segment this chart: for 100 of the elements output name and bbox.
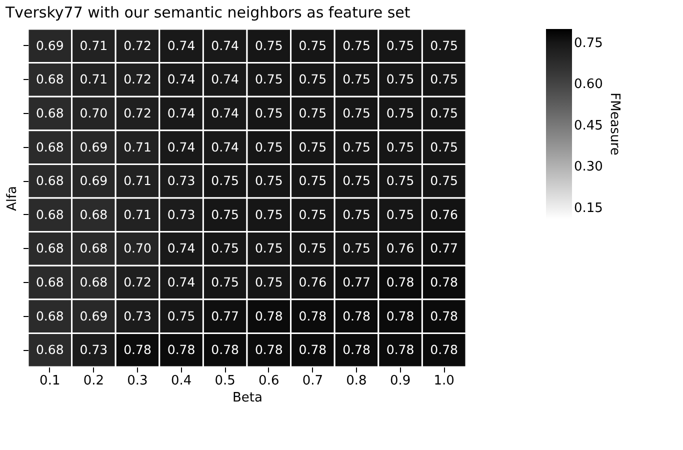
data-label: 0.75 [298, 106, 327, 120]
data-label: 0.71 [80, 38, 108, 53]
data-label: 0.77 [430, 240, 458, 256]
data-label: 0.69 [80, 308, 108, 324]
x-tick-label: 0.4 [170, 374, 192, 388]
data-label: 0.78 [211, 342, 240, 358]
data-label: 0.75 [430, 72, 458, 87]
data-label: 0.75 [386, 38, 414, 53]
data-label: 0.73 [80, 342, 108, 358]
data-label: 0.68 [36, 139, 64, 154]
data-label: 0.75 [254, 139, 283, 154]
data-label: 0.76 [430, 206, 458, 222]
data-label: 0.71 [124, 206, 152, 222]
color-bar-label: 0.30 [574, 160, 603, 175]
data-label: 0.78 [342, 308, 370, 324]
data-label: 0.68 [80, 206, 108, 222]
data-label: 0.78 [254, 308, 283, 324]
data-label: 0.68 [36, 240, 64, 256]
data-label: 0.73 [167, 206, 196, 222]
color-bar-label: 0.75 [574, 36, 603, 51]
data-label: 0.75 [298, 206, 327, 222]
data-label: 0.74 [167, 38, 196, 53]
data-label: 0.69 [80, 173, 108, 188]
data-label: 0.75 [386, 139, 414, 154]
x-tick-label: 1.0 [434, 374, 454, 388]
data-label: 0.75 [254, 206, 283, 222]
data-label: 0.68 [36, 308, 64, 324]
data-label: 0.74 [211, 72, 240, 87]
data-label: 0.75 [254, 240, 283, 256]
color-bar-label: 0.60 [574, 77, 603, 92]
x-tick-label: 0.5 [214, 374, 236, 388]
data-label: 0.74 [211, 38, 240, 53]
x-tick-label: 0.9 [390, 374, 411, 388]
data-label: 0.78 [124, 342, 152, 358]
data-label: 0.73 [167, 173, 196, 188]
data-label: 0.71 [124, 173, 152, 188]
color-bar-title: FMeasure [607, 92, 622, 156]
data-label: 0.78 [386, 274, 414, 290]
x-tick-label: 0.7 [302, 374, 324, 388]
data-label: 0.76 [386, 240, 414, 256]
data-label: 0.70 [80, 106, 108, 120]
data-label: 0.72 [124, 274, 152, 290]
data-label: 0.75 [254, 72, 283, 87]
data-label: 0.73 [124, 308, 152, 324]
x-tick-label: 0.6 [258, 374, 280, 388]
data-label: 0.78 [342, 342, 370, 358]
data-label: 0.75 [342, 206, 370, 222]
chart-title: Tversky77 with our semantic neighbors as feature set [4, 3, 410, 22]
data-label: 0.68 [80, 274, 108, 290]
data-label: 0.75 [386, 206, 414, 222]
data-label: 0.75 [342, 173, 370, 188]
data-label: 0.78 [386, 308, 414, 324]
data-label: 0.69 [36, 38, 64, 53]
data-label: 0.75 [254, 106, 283, 120]
data-label: 0.75 [386, 72, 414, 87]
data-label: 0.78 [430, 274, 458, 290]
data-label: 0.76 [298, 274, 327, 290]
data-label: 0.75 [211, 240, 240, 256]
data-label: 0.75 [254, 38, 283, 53]
data-label: 0.68 [36, 72, 64, 87]
data-label: 0.75 [211, 173, 240, 188]
data-label: 0.75 [298, 139, 327, 154]
data-label: 0.75 [298, 240, 327, 256]
data-label: 0.77 [342, 274, 370, 290]
data-label: 0.71 [80, 72, 108, 87]
data-label: 0.68 [36, 106, 64, 120]
data-label: 0.75 [211, 206, 240, 222]
x-axis-title: Beta [232, 390, 262, 406]
data-label: 0.68 [36, 274, 64, 290]
data-label: 0.75 [430, 139, 458, 154]
data-label: 0.75 [298, 38, 327, 53]
data-label: 0.75 [386, 173, 414, 188]
data-label: 0.68 [36, 206, 64, 222]
data-label: 0.75 [342, 139, 370, 154]
x-tick-label: 0.2 [83, 374, 104, 388]
data-label: 0.74 [167, 139, 196, 154]
data-label: 0.72 [124, 38, 152, 53]
data-label: 0.70 [124, 240, 152, 256]
data-label: 0.75 [167, 308, 196, 324]
data-label: 0.75 [342, 72, 370, 87]
data-label: 0.75 [298, 173, 327, 188]
data-label: 0.69 [80, 139, 108, 154]
data-label: 0.68 [36, 173, 64, 188]
data-label: 0.68 [80, 240, 108, 256]
data-label: 0.71 [124, 139, 152, 154]
data-label: 0.75 [254, 173, 283, 188]
y-axis-title: Alfa [5, 186, 20, 212]
data-label: 0.68 [36, 342, 64, 358]
x-tick-label: 0.1 [40, 374, 60, 388]
x-tick-label: 0.3 [127, 374, 148, 388]
color-bar-label: 0.15 [574, 200, 603, 216]
data-label: 0.75 [342, 38, 370, 53]
data-label: 0.72 [124, 72, 152, 87]
data-label: 0.78 [430, 342, 458, 358]
data-label: 0.72 [124, 106, 152, 120]
data-label: 0.75 [342, 106, 370, 120]
data-label: 0.74 [167, 72, 196, 87]
data-label: 0.78 [298, 308, 327, 324]
data-label: 0.75 [430, 173, 458, 188]
data-label: 0.78 [167, 342, 196, 358]
